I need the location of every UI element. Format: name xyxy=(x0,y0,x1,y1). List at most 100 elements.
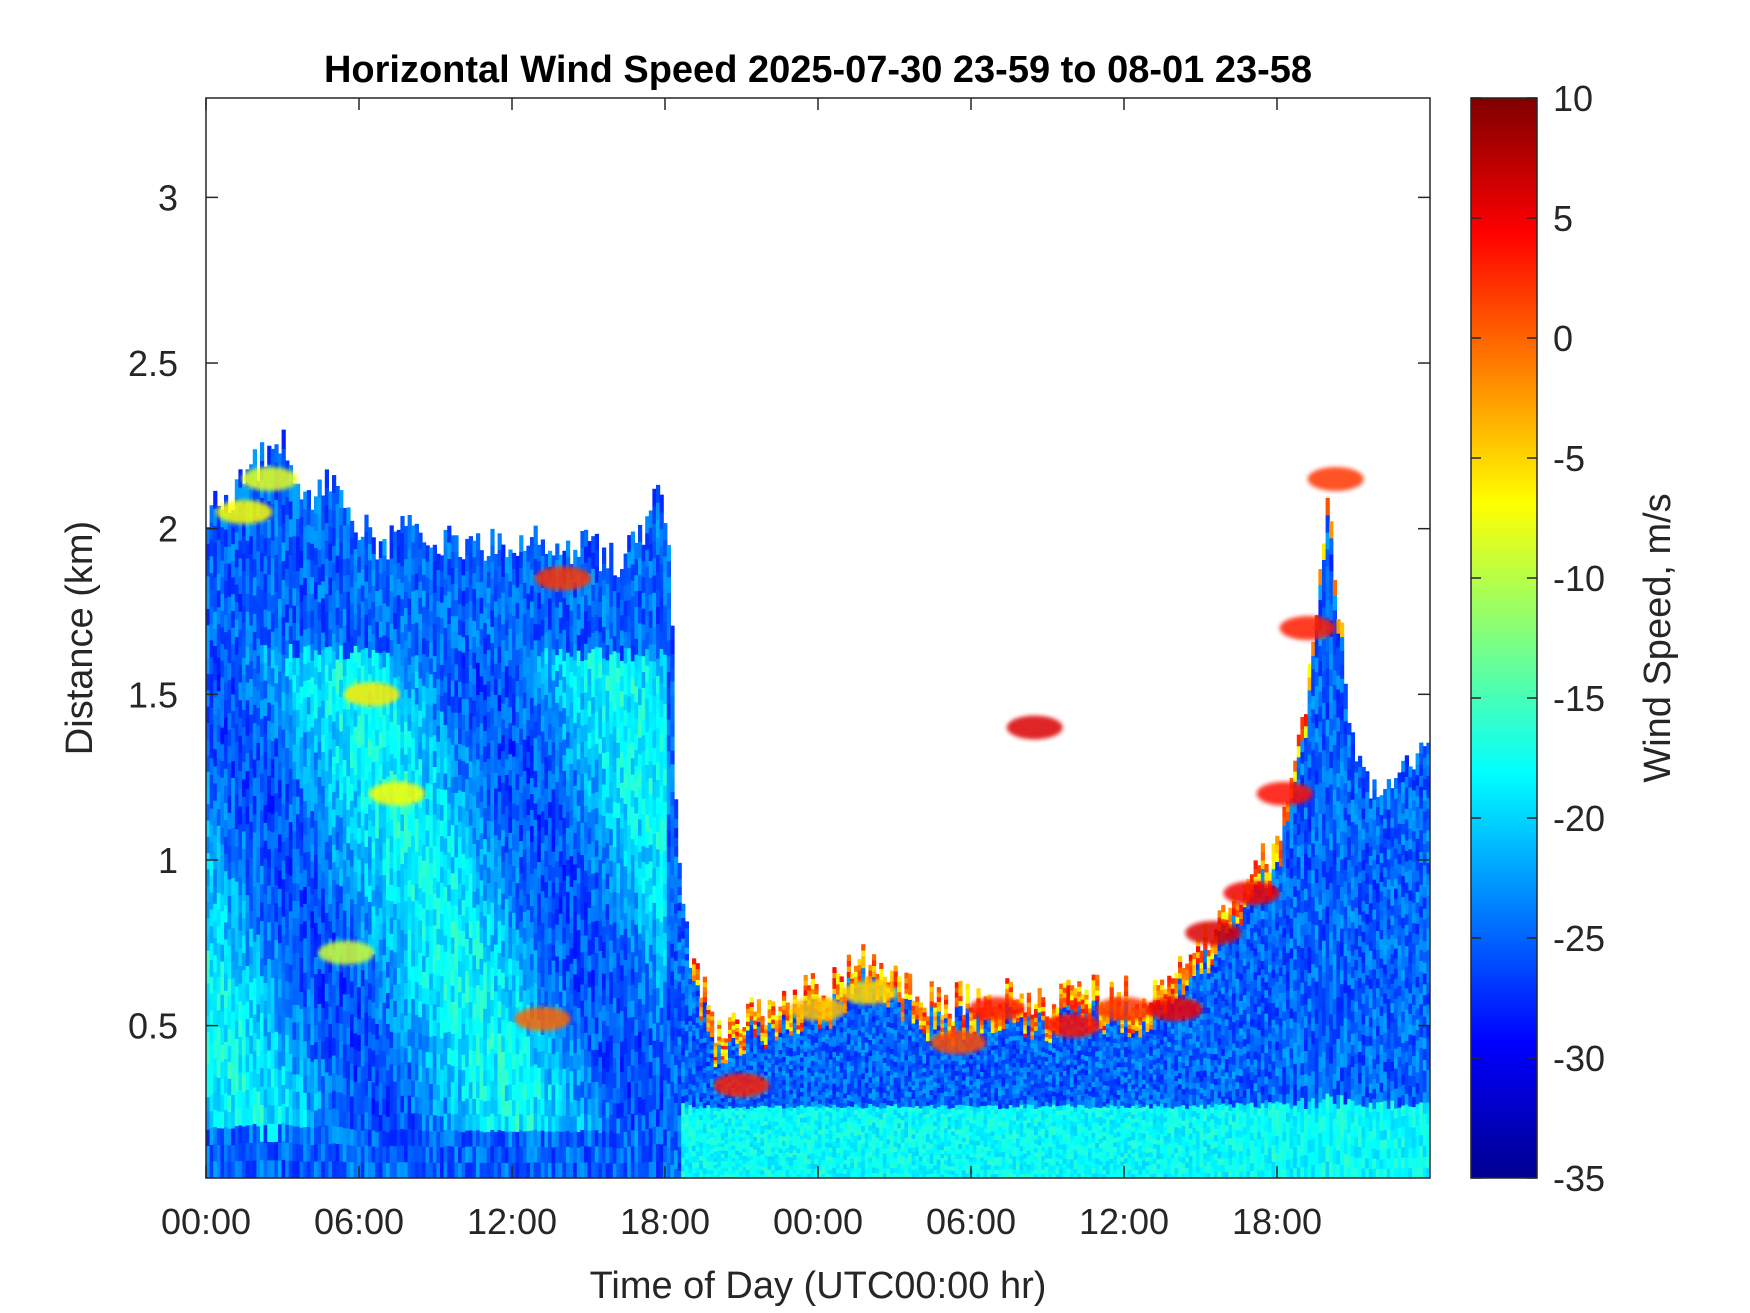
heatmap-cell xyxy=(238,1071,243,1091)
heatmap-cell xyxy=(339,1057,344,1076)
heatmap-cell xyxy=(299,1059,304,1077)
heatmap-cell xyxy=(594,710,599,728)
heatmap-cell xyxy=(432,734,437,752)
heatmap-cell xyxy=(641,877,646,894)
heatmap-cell xyxy=(548,597,553,615)
heatmap-cell xyxy=(378,875,383,893)
heatmap-cell xyxy=(648,643,653,662)
heatmap-cell xyxy=(490,561,495,579)
heatmap-cell xyxy=(339,713,344,732)
heatmap-cell xyxy=(526,972,531,989)
heatmap-cell xyxy=(623,1021,628,1039)
heatmap-cell xyxy=(404,623,409,641)
heatmap-cell xyxy=(386,1162,391,1178)
heatmap-cell xyxy=(522,848,527,866)
heatmap-cell xyxy=(429,988,434,1006)
heatmap-cell xyxy=(494,834,499,851)
heatmap-cell xyxy=(587,588,592,606)
heatmap-cell xyxy=(342,859,347,878)
heatmap-cell xyxy=(555,543,560,560)
heatmap-cell xyxy=(350,964,355,982)
heatmap-cell xyxy=(454,872,459,890)
heatmap-cell xyxy=(648,1061,653,1079)
heatmap-cell xyxy=(544,1053,549,1070)
heatmap-cell xyxy=(623,569,628,586)
heatmap-cell xyxy=(360,1033,365,1051)
heatmap-cell xyxy=(544,1068,549,1085)
heatmap-cell xyxy=(616,937,621,954)
heatmap-cell xyxy=(407,962,412,980)
heatmap-cell xyxy=(508,942,513,959)
heatmap-cell xyxy=(245,805,250,825)
heatmap-cell xyxy=(393,1064,398,1082)
heatmap-cell xyxy=(375,1038,380,1055)
heatmap-cell xyxy=(598,616,603,633)
heatmap-cell xyxy=(324,859,329,878)
heatmap-cell xyxy=(609,590,614,607)
heatmap-cell xyxy=(353,532,358,550)
heatmap-cell xyxy=(616,832,621,849)
heatmap-cell xyxy=(612,952,617,968)
heatmap-cell xyxy=(598,1011,603,1027)
heatmap-cell xyxy=(386,930,391,947)
heatmap-cell xyxy=(324,1054,329,1073)
heatmap-cell xyxy=(306,902,311,921)
heatmap-cell xyxy=(386,899,391,916)
heatmap-cell xyxy=(429,1162,434,1178)
heatmap-cell xyxy=(400,1144,405,1163)
heatmap-cell xyxy=(306,1006,311,1024)
heatmap-cell xyxy=(530,985,535,1003)
heatmap-cell xyxy=(389,574,394,592)
heatmap-cell xyxy=(306,799,311,818)
heatmap-cell xyxy=(249,642,254,662)
heatmap-cell xyxy=(296,1056,301,1075)
heatmap-cell xyxy=(591,969,596,987)
heatmap-cell xyxy=(353,548,358,566)
heatmap-cell xyxy=(368,1161,373,1178)
heatmap-cell xyxy=(299,1110,304,1128)
heatmap-cell xyxy=(382,1162,387,1178)
heatmap-cell xyxy=(461,574,466,591)
heatmap-cell xyxy=(638,1161,643,1178)
heatmap-cell xyxy=(648,994,653,1012)
heatmap-cell xyxy=(296,1160,301,1178)
heatmap-cell xyxy=(422,1162,427,1178)
heatmap-cell xyxy=(548,1036,553,1054)
heatmap-cell xyxy=(508,958,513,975)
heatmap-cell xyxy=(519,535,524,552)
heatmap-cell xyxy=(486,1162,491,1178)
heatmap-cell xyxy=(616,637,621,653)
heatmap-cell xyxy=(414,998,419,1016)
heatmap-cell xyxy=(321,819,326,838)
heatmap-cell xyxy=(303,680,308,699)
heatmap-cell xyxy=(598,631,603,648)
heatmap-cell xyxy=(522,1099,527,1116)
heatmap-cell xyxy=(306,851,311,870)
heatmap-cell xyxy=(612,967,617,983)
heatmap-cell xyxy=(468,776,473,794)
heatmap-cell xyxy=(494,990,499,1007)
heatmap-cell xyxy=(404,607,409,625)
heatmap-cell xyxy=(357,763,362,780)
heatmap-cell xyxy=(645,582,650,600)
heatmap-cell xyxy=(630,693,635,710)
heatmap-cell xyxy=(288,1035,293,1054)
heatmap-cell xyxy=(292,848,297,867)
heatmap-cell xyxy=(558,1068,563,1086)
heatmap-cell xyxy=(386,559,391,576)
heatmap-cell xyxy=(515,649,520,666)
heatmap-cell xyxy=(314,939,319,958)
heatmap-cell xyxy=(317,1003,322,1022)
heatmap-cell xyxy=(389,965,394,983)
heatmap-cell xyxy=(371,649,376,667)
heatmap-cell xyxy=(422,653,427,671)
heatmap-cell xyxy=(371,793,376,811)
heatmap-cell xyxy=(317,1143,322,1162)
heatmap-cell xyxy=(306,1074,311,1093)
heatmap-cell xyxy=(558,554,563,572)
heatmap-cell xyxy=(436,569,441,586)
heatmap-cell xyxy=(306,1109,311,1128)
heatmap-cell xyxy=(324,487,329,506)
heatmap-cell xyxy=(288,732,293,751)
heatmap-cell xyxy=(292,500,297,519)
